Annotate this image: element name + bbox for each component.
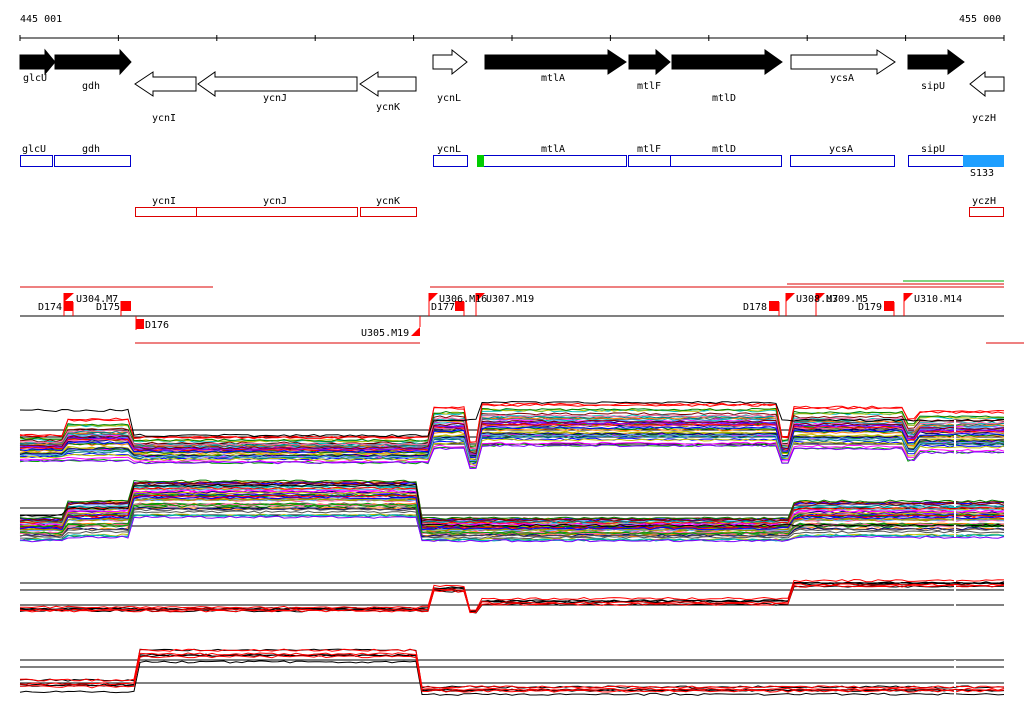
feature-D177[interactable] — [455, 301, 464, 311]
minus-box-ycnJ[interactable] — [196, 207, 358, 217]
feature-D175[interactable] — [121, 301, 131, 311]
minus-box-ycnK[interactable] — [360, 207, 417, 217]
minus-label-yczH: yczH — [972, 196, 996, 207]
gene-label-yczH: yczH — [972, 113, 996, 124]
feature-flag-U308[interactable] — [786, 293, 795, 302]
gene-label-sipU: sipU — [921, 81, 945, 92]
plus-label-sipU: sipU — [921, 144, 945, 155]
segment-label-U305.M19: U305.M19 — [361, 328, 409, 339]
feature-flag-U307[interactable] — [476, 293, 485, 302]
gene-arrow-mtlD[interactable] — [671, 49, 783, 75]
gene-label-ycnI: ycnI — [152, 113, 176, 124]
gene-label-ycsA: ycsA — [830, 73, 854, 84]
segment-label-U310.M14: U310.M14 — [914, 294, 962, 305]
gene-label-mtlA: mtlA — [541, 73, 565, 84]
feature-D179[interactable] — [884, 301, 894, 311]
gene-label-mtlF: mtlF — [637, 81, 661, 92]
plus-box-S133[interactable] — [963, 155, 1004, 167]
gene-track: glcU gdh ycnI ycnJ ycnK ycnL mtlA mtlF m… — [19, 48, 1005, 124]
plus-label-S133: S133 — [970, 168, 994, 179]
segment-label-D179: D179 — [858, 302, 882, 313]
feature-D176[interactable] — [136, 319, 144, 329]
segment-label-D177: D177 — [431, 302, 455, 313]
plus-box-mtlD[interactable] — [670, 155, 782, 167]
feature-flag-U309[interactable] — [816, 293, 825, 302]
gene-arrow-gdh[interactable] — [54, 48, 132, 76]
gene-label-ycnK: ycnK — [376, 102, 400, 113]
expression-panel-minus-multi — [19, 479, 1005, 543]
minus-label-ycnJ: ycnJ — [263, 196, 287, 207]
segment-label-U308.M7: U308.M7 — [796, 294, 838, 305]
gene-arrow-ycnK[interactable] — [359, 71, 417, 97]
minus-box-ycnI[interactable] — [135, 207, 197, 217]
plus-label-mtlA: mtlA — [541, 144, 565, 155]
feature-flag-U306[interactable] — [429, 293, 438, 302]
plus-label-gdh: gdh — [82, 144, 100, 155]
gene-label-gdh: gdh — [82, 81, 100, 92]
plus-box-sipU[interactable] — [908, 155, 964, 167]
plus-label-ycsA: ycsA — [829, 144, 853, 155]
ruler-end-label: 455 000 — [959, 14, 1001, 25]
gene-arrow-mtlF[interactable] — [628, 48, 671, 76]
plus-box-ycsA[interactable] — [790, 155, 895, 167]
segment-label-U307.M19: U307.M19 — [486, 294, 534, 305]
gene-arrow-mtlA[interactable] — [484, 49, 627, 75]
gene-arrow-ycnJ[interactable] — [197, 71, 358, 97]
coordinate-ruler: 445 001 455 000 — [19, 14, 1005, 41]
feature-flag-U310[interactable] — [904, 293, 913, 302]
ruler-start-label: 445 001 — [20, 14, 62, 25]
plus-label-mtlF: mtlF — [637, 144, 661, 155]
gene-arrow-sipU[interactable] — [907, 49, 965, 75]
minus-strand-track: ycnI ycnJ ycnK yczH — [135, 196, 1004, 217]
plus-label-glcU: glcU — [22, 144, 46, 155]
gene-arrow-yczH[interactable] — [969, 70, 1005, 98]
plus-box-gdh[interactable] — [54, 155, 131, 167]
plus-label-ycnL: ycnL — [437, 144, 461, 155]
segment-label-U306.M16: U306.M16 — [439, 294, 487, 305]
gene-arrow-ycnL[interactable] — [432, 48, 468, 76]
segment-label-U309.M5: U309.M5 — [826, 294, 868, 305]
plus-strand-track: glcU gdh ycnL mtlA mtlF mtlD ycsA sipU S… — [20, 144, 1004, 179]
segment-label-U304.M7: U304.M7 — [76, 294, 118, 305]
plus-box-glcU[interactable] — [20, 155, 53, 167]
gene-arrow-ycsA[interactable] — [790, 49, 896, 75]
gene-arrow-ycnI[interactable] — [134, 71, 197, 97]
plus-box-mtlA-green-start — [477, 155, 484, 167]
plus-box-mtlF[interactable] — [628, 155, 671, 167]
feature-D174[interactable] — [64, 301, 73, 311]
segment-label-D175: D175 — [96, 302, 120, 313]
segment-label-D178: D178 — [743, 302, 767, 313]
segment-label-D176: D176 — [145, 320, 169, 331]
feature-flag-U305[interactable] — [411, 327, 420, 336]
minus-label-ycnI: ycnI — [152, 196, 176, 207]
plus-label-mtlD: mtlD — [712, 144, 736, 155]
gene-arrow-glcU[interactable] — [19, 48, 56, 76]
feature-D178[interactable] — [769, 301, 779, 311]
minus-label-ycnK: ycnK — [376, 196, 400, 207]
expression-panel-plus-summary — [19, 578, 1005, 614]
minus-box-yczH[interactable] — [969, 207, 1004, 217]
expression-panel-plus-multi — [19, 400, 1005, 470]
segmentation-track: U304.M7 D174 D175 D176 U305.M19 U306.M16… — [20, 280, 1024, 344]
plus-box-mtlA[interactable] — [477, 155, 627, 167]
gene-label-ycnJ: ycnJ — [263, 93, 287, 104]
gene-label-ycnL: ycnL — [437, 93, 461, 104]
expression-panel-minus-summary — [19, 648, 1005, 696]
gene-label-mtlD: mtlD — [712, 93, 736, 104]
feature-flag-U304[interactable] — [64, 293, 74, 302]
gene-label-glcU: glcU — [23, 73, 47, 84]
segment-label-D174: D174 — [38, 302, 62, 313]
plus-box-ycnL[interactable] — [433, 155, 468, 167]
